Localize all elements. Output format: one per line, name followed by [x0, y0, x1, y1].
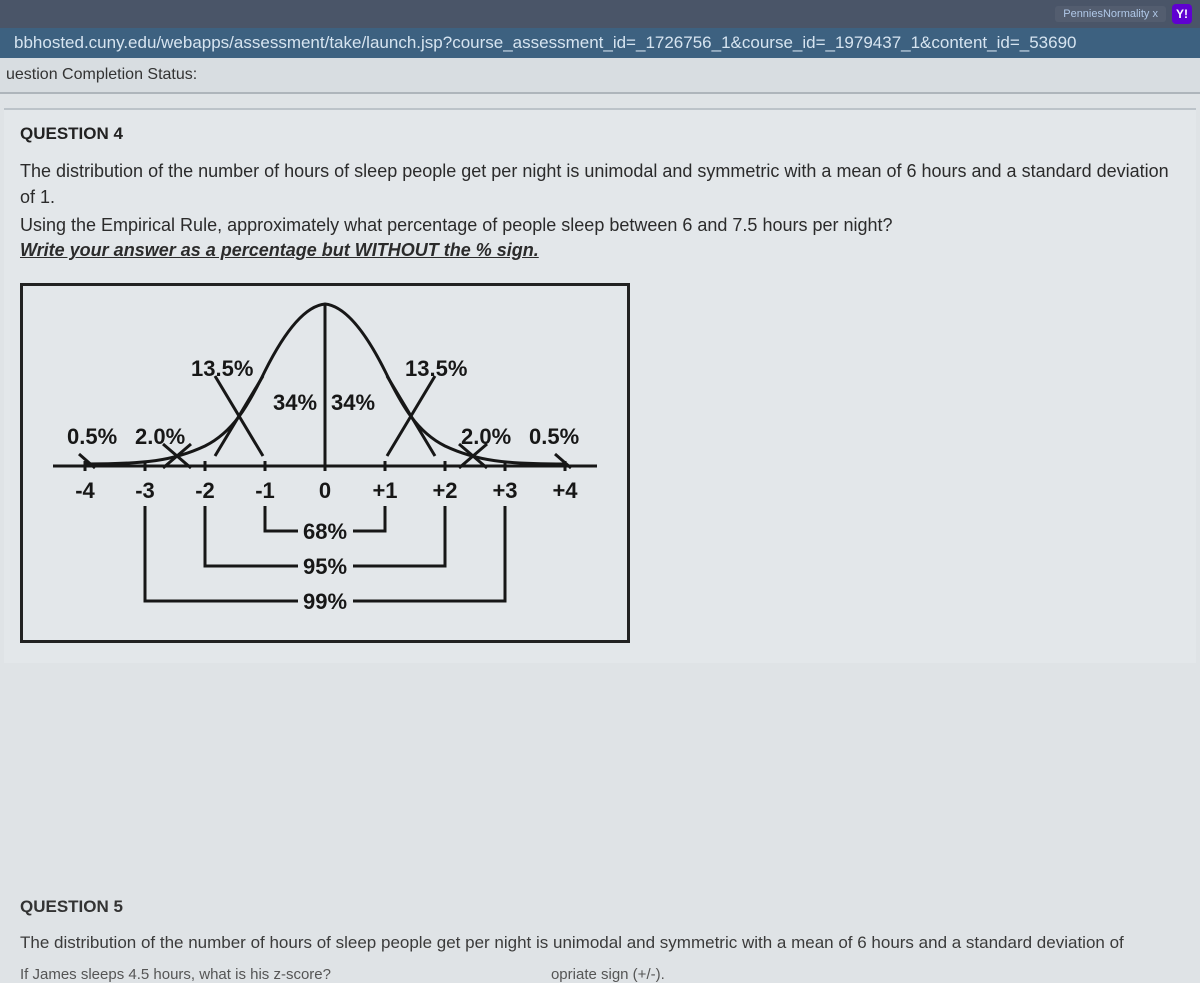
bracket-99: 99%: [303, 589, 347, 614]
xtick-2: -2: [195, 478, 215, 503]
q5-cutoff-a: If James sleeps 4.5 hours, what is his z…: [20, 966, 331, 983]
xtick-0: -4: [75, 478, 95, 503]
browser-tab-strip: PenniesNormality x Y!: [0, 0, 1200, 28]
q5-cutoff-b: opriate sign (+/-).: [551, 966, 665, 983]
region-5: 13.5%: [405, 356, 467, 381]
xtick-4: 0: [319, 478, 331, 503]
q5-prompt-line-1: The distribution of the number of hours …: [20, 931, 1180, 956]
browser-tab-hint[interactable]: PenniesNormality x: [1055, 6, 1166, 22]
xtick-1: -3: [135, 478, 155, 503]
xtick-5: +1: [372, 478, 397, 503]
question-4-block: QUESTION 4 The distribution of the numbe…: [4, 108, 1196, 663]
xtick-3: -1: [255, 478, 275, 503]
xtick-6: +2: [432, 478, 457, 503]
yahoo-icon[interactable]: Y!: [1172, 4, 1192, 24]
completion-status-bar: uestion Completion Status:: [0, 58, 1200, 94]
q4-prompt-line-2: Using the Empirical Rule, approximately …: [20, 212, 1180, 238]
region-7: 0.5%: [529, 424, 579, 449]
region-4: 34%: [331, 390, 375, 415]
question-5-block: QUESTION 5 The distribution of the numbe…: [4, 883, 1196, 966]
url-bar[interactable]: bbhosted.cuny.edu/webapps/assessment/tak…: [0, 28, 1200, 58]
xtick-7: +3: [492, 478, 517, 503]
region-1: 2.0%: [135, 424, 185, 449]
question-5-label: QUESTION 5: [20, 897, 1180, 917]
assessment-content: QUESTION 4 The distribution of the numbe…: [0, 94, 1200, 983]
xtick-8: +4: [552, 478, 578, 503]
q4-instruction: Write your answer as a percentage but WI…: [20, 240, 539, 261]
empirical-rule-chart: 0.5% 2.0% 13.5% 34% 34% 13.5% 2.0% 0.5% …: [20, 283, 630, 643]
region-6: 2.0%: [461, 424, 511, 449]
q4-prompt-line-1: The distribution of the number of hours …: [20, 158, 1180, 210]
region-0: 0.5%: [67, 424, 117, 449]
region-2: 13.5%: [191, 356, 253, 381]
bracket-68: 68%: [303, 519, 347, 544]
bracket-95: 95%: [303, 554, 347, 579]
region-3: 34%: [273, 390, 317, 415]
question-4-label: QUESTION 4: [20, 124, 1180, 144]
q5-cutoff-line: If James sleeps 4.5 hours, what is his z…: [4, 966, 1196, 983]
